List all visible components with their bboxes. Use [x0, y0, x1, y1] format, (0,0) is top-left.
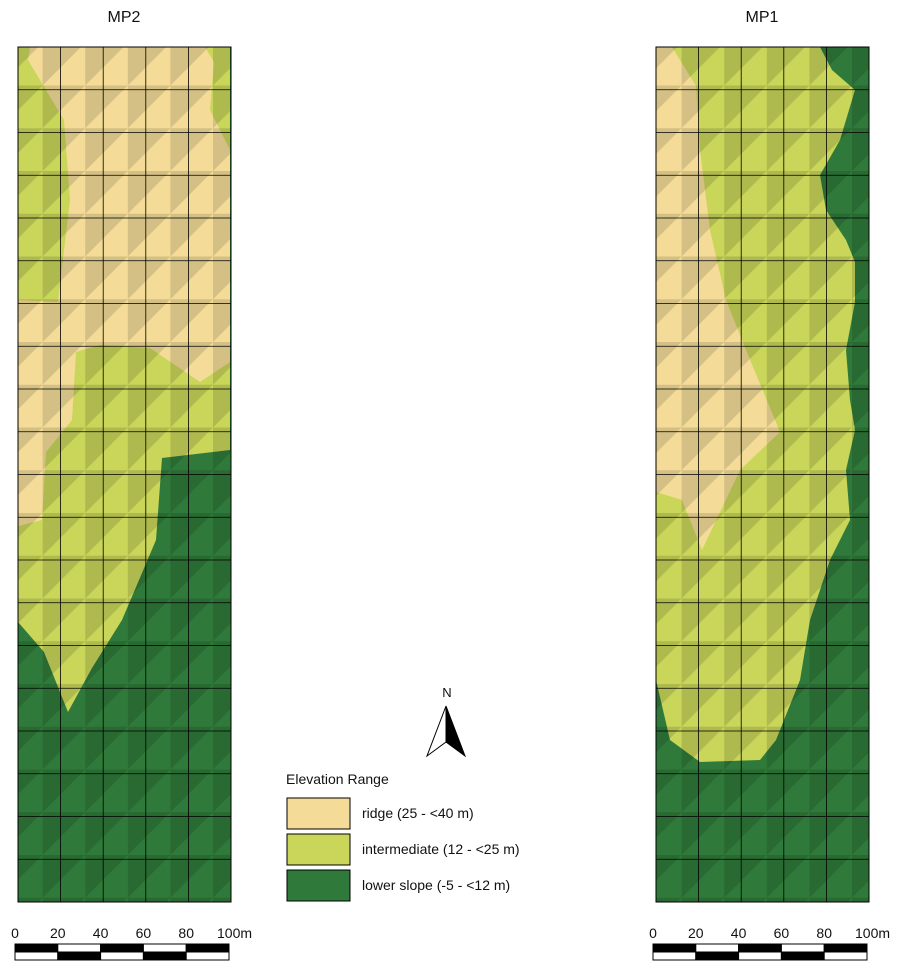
scale-segment — [15, 944, 58, 952]
scale-segment — [781, 952, 824, 960]
scale-segment — [824, 952, 867, 960]
scale-segment — [186, 944, 229, 952]
scale-label: 80 — [816, 925, 832, 941]
north-arrow: N — [427, 685, 465, 756]
legend-label: intermediate (12 - <25 m) — [362, 841, 520, 857]
scale-segment — [739, 944, 782, 952]
scale-segment — [696, 952, 739, 960]
legend-label: ridge (25 - <40 m) — [362, 805, 474, 821]
scale-segment — [143, 952, 186, 960]
scale-segment — [143, 944, 186, 952]
scale-label: 20 — [688, 925, 704, 941]
map-panel: MP1 0 20 40 60 80 100m — [649, 9, 890, 960]
scale-segment — [781, 944, 824, 952]
scale-segment — [101, 952, 144, 960]
scale-label: 0 — [649, 925, 657, 941]
scale-label: 100m — [855, 925, 890, 941]
page: {"panels": [ {"title": "MP2", "scale_lab… — [0, 0, 908, 961]
scale-label: 80 — [178, 925, 194, 941]
scale-label: 20 — [50, 925, 66, 941]
scale-segment — [15, 952, 58, 960]
scale-label: 0 — [11, 925, 19, 941]
scale-segment — [824, 944, 867, 952]
legend-swatch — [287, 870, 350, 901]
legend-label: lower slope (-5 - <12 m) — [362, 877, 510, 893]
map: N Elevation Range MP2 0 20 40 60 80 100m MP1 0 20… — [0, 0, 908, 961]
scale-label: 40 — [93, 925, 109, 941]
scale-segment — [653, 944, 696, 952]
panel-title: MP2 — [108, 9, 141, 26]
scale-segment — [653, 952, 696, 960]
north-label: N — [442, 685, 451, 700]
legend-swatch — [287, 834, 350, 865]
map-panel: MP2 0 20 40 60 80 100m — [11, 9, 252, 960]
scale-label: 60 — [136, 925, 152, 941]
legend-title: Elevation Range — [286, 771, 389, 787]
panel-title: MP1 — [746, 9, 779, 26]
scale-segment — [58, 952, 101, 960]
scale-segment — [739, 952, 782, 960]
scale-segment — [101, 944, 144, 952]
scale-label: 40 — [731, 925, 747, 941]
scale-segment — [58, 944, 101, 952]
legend-swatch — [287, 798, 350, 829]
scale-segment — [186, 952, 229, 960]
scale-segment — [696, 944, 739, 952]
scale-label: 100m — [217, 925, 252, 941]
scale-label: 60 — [774, 925, 790, 941]
